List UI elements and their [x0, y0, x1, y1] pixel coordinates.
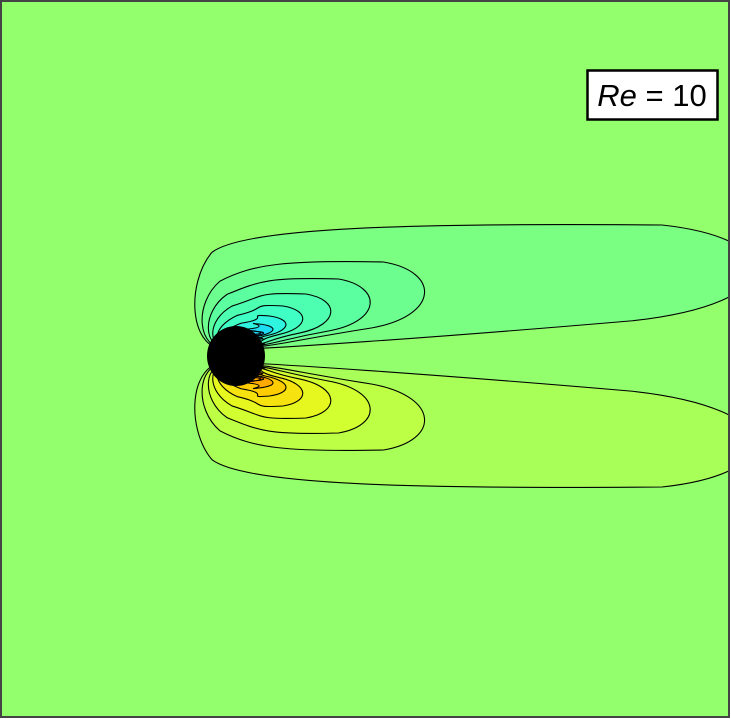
contour-layers	[194, 224, 729, 488]
reynolds-symbol: Re	[597, 78, 637, 113]
cylinder	[207, 326, 265, 386]
annotation-text: Re = 10	[597, 78, 706, 113]
upper-wake-lobe	[194, 224, 729, 351]
annotation-equals: =	[637, 78, 672, 113]
reynolds-value: 10	[672, 78, 706, 113]
reynolds-number-annotation: Re = 10	[586, 69, 719, 121]
annotation-box	[586, 69, 719, 121]
